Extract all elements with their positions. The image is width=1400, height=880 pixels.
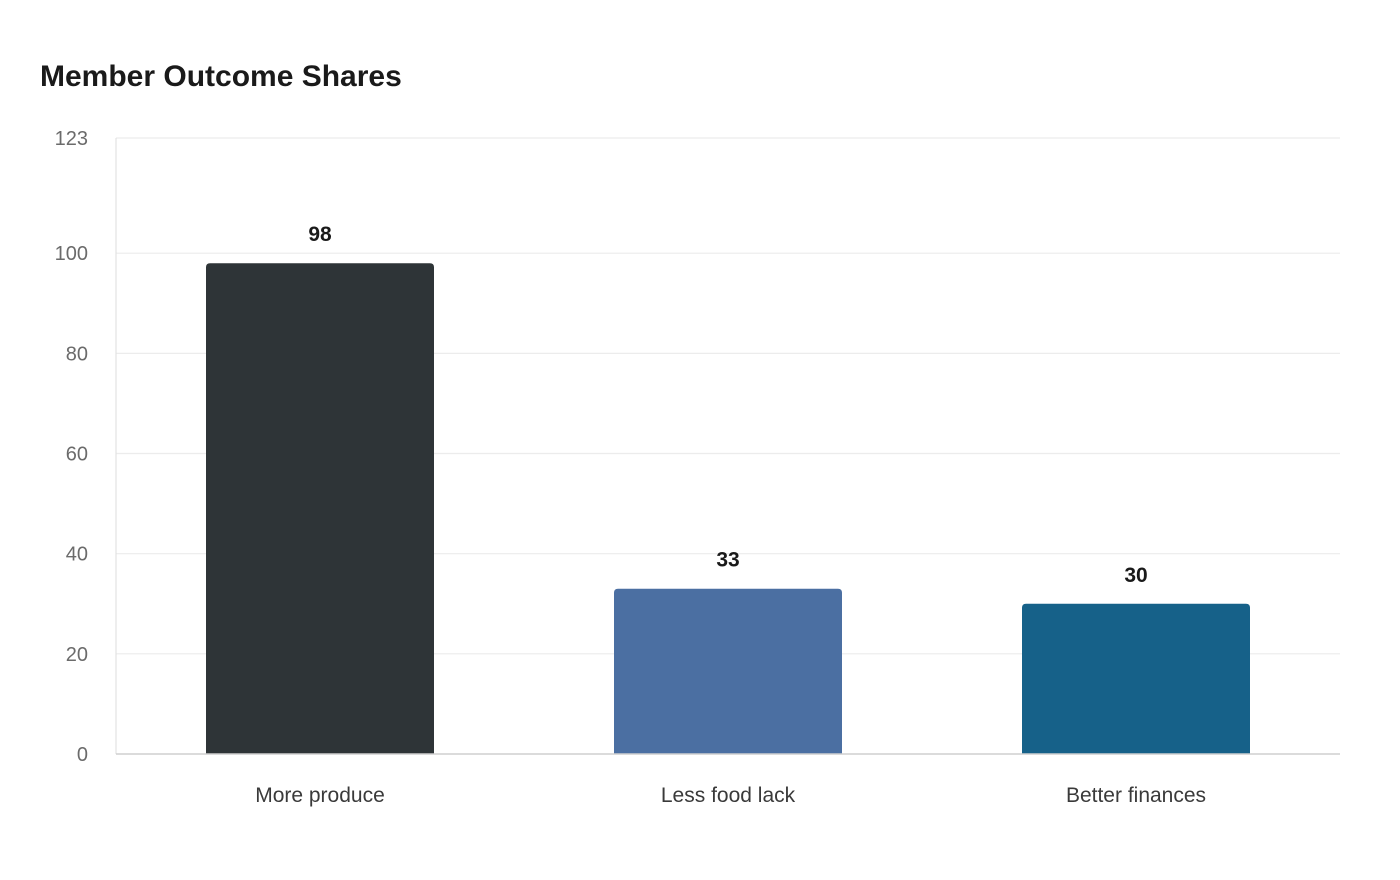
x-category-label: More produce [255,784,385,807]
y-tick-label: 0 [77,744,88,766]
data-label: 98 [308,223,332,246]
data-label: 30 [1124,564,1147,587]
y-tick-label: 123 [55,128,88,150]
y-tick-label: 40 [66,544,88,566]
data-label: 33 [716,549,739,572]
bars [206,263,1250,754]
chart-title: Member Outcome Shares [40,60,402,93]
y-axis-ticks: 0 20 40 60 80 100 123 [55,128,88,766]
bar [1022,603,1250,754]
y-tick-label: 80 [66,343,88,365]
data-labels: 98 33 30 [308,223,1147,587]
bar [614,588,842,754]
y-tick-label: 60 [66,444,88,466]
x-category-label: Less food lack [661,784,796,807]
x-category-label: Better finances [1066,784,1206,807]
y-tick-label: 20 [66,644,88,666]
y-tick-label: 100 [55,243,88,265]
x-axis-categories: More produce Less food lack Better finance… [255,784,1206,807]
bar [206,263,434,754]
